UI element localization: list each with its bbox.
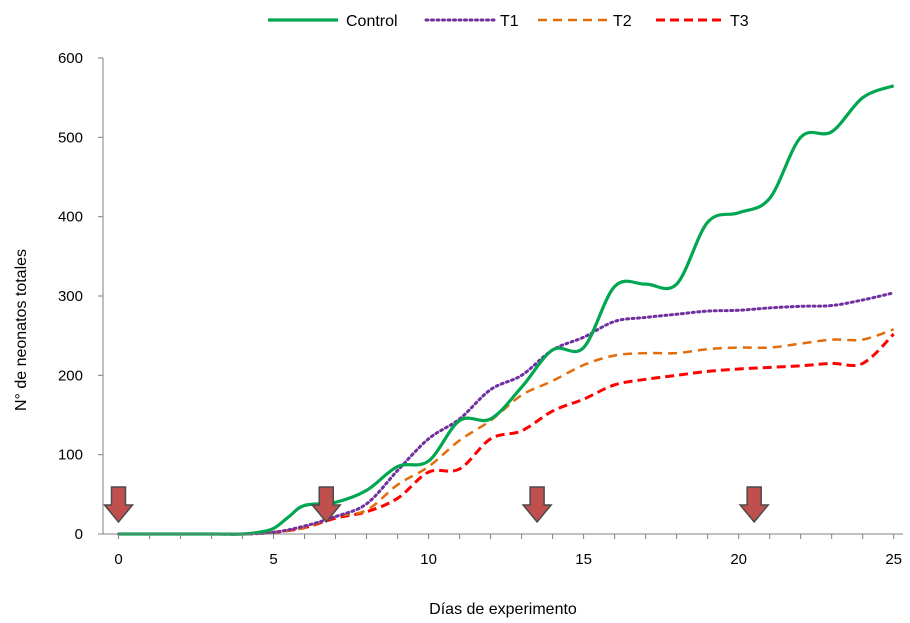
y-tick-label: 200 xyxy=(58,367,83,384)
legend-label-t1: T1 xyxy=(500,13,519,30)
series-line-t2 xyxy=(118,328,895,536)
x-axis-title: Días de experimento xyxy=(429,601,577,618)
x-tick-label: 20 xyxy=(730,551,747,568)
legend-label-t2: T2 xyxy=(613,13,632,30)
x-tick-label: 25 xyxy=(885,551,902,568)
x-tick-label: 5 xyxy=(269,551,277,568)
series-line-control xyxy=(118,84,895,536)
y-tick-label: 500 xyxy=(58,129,83,146)
ticks-layer: 0 100 200 300 400 500 600 0 5 10 15 20 25 xyxy=(58,50,902,568)
axes-layer xyxy=(102,58,903,535)
x-tick-label: 0 xyxy=(114,551,122,568)
legend: Control T1 T2 T3 xyxy=(268,13,749,30)
y-tick-label: 100 xyxy=(58,447,83,464)
y-tick-label: 300 xyxy=(58,288,83,305)
x-tick-label: 10 xyxy=(420,551,437,568)
legend-label-t3: T3 xyxy=(730,13,749,30)
marker-layer xyxy=(102,486,770,524)
y-tick-label: 400 xyxy=(58,209,83,226)
y-tick-label: 0 xyxy=(75,526,83,543)
series-line-t1 xyxy=(117,291,896,536)
series-line-t3 xyxy=(118,332,895,536)
legend-label-control: Control xyxy=(346,13,398,30)
series-layer xyxy=(117,84,896,536)
down-arrow-marker xyxy=(102,486,135,524)
down-arrow-marker xyxy=(310,486,342,524)
y-tick-label: 600 xyxy=(58,50,83,67)
x-tick-label: 15 xyxy=(575,551,592,568)
y-axis-title: N° de neonatos totales xyxy=(13,249,30,411)
down-arrow-marker xyxy=(521,486,553,524)
down-arrow-marker xyxy=(738,486,770,524)
